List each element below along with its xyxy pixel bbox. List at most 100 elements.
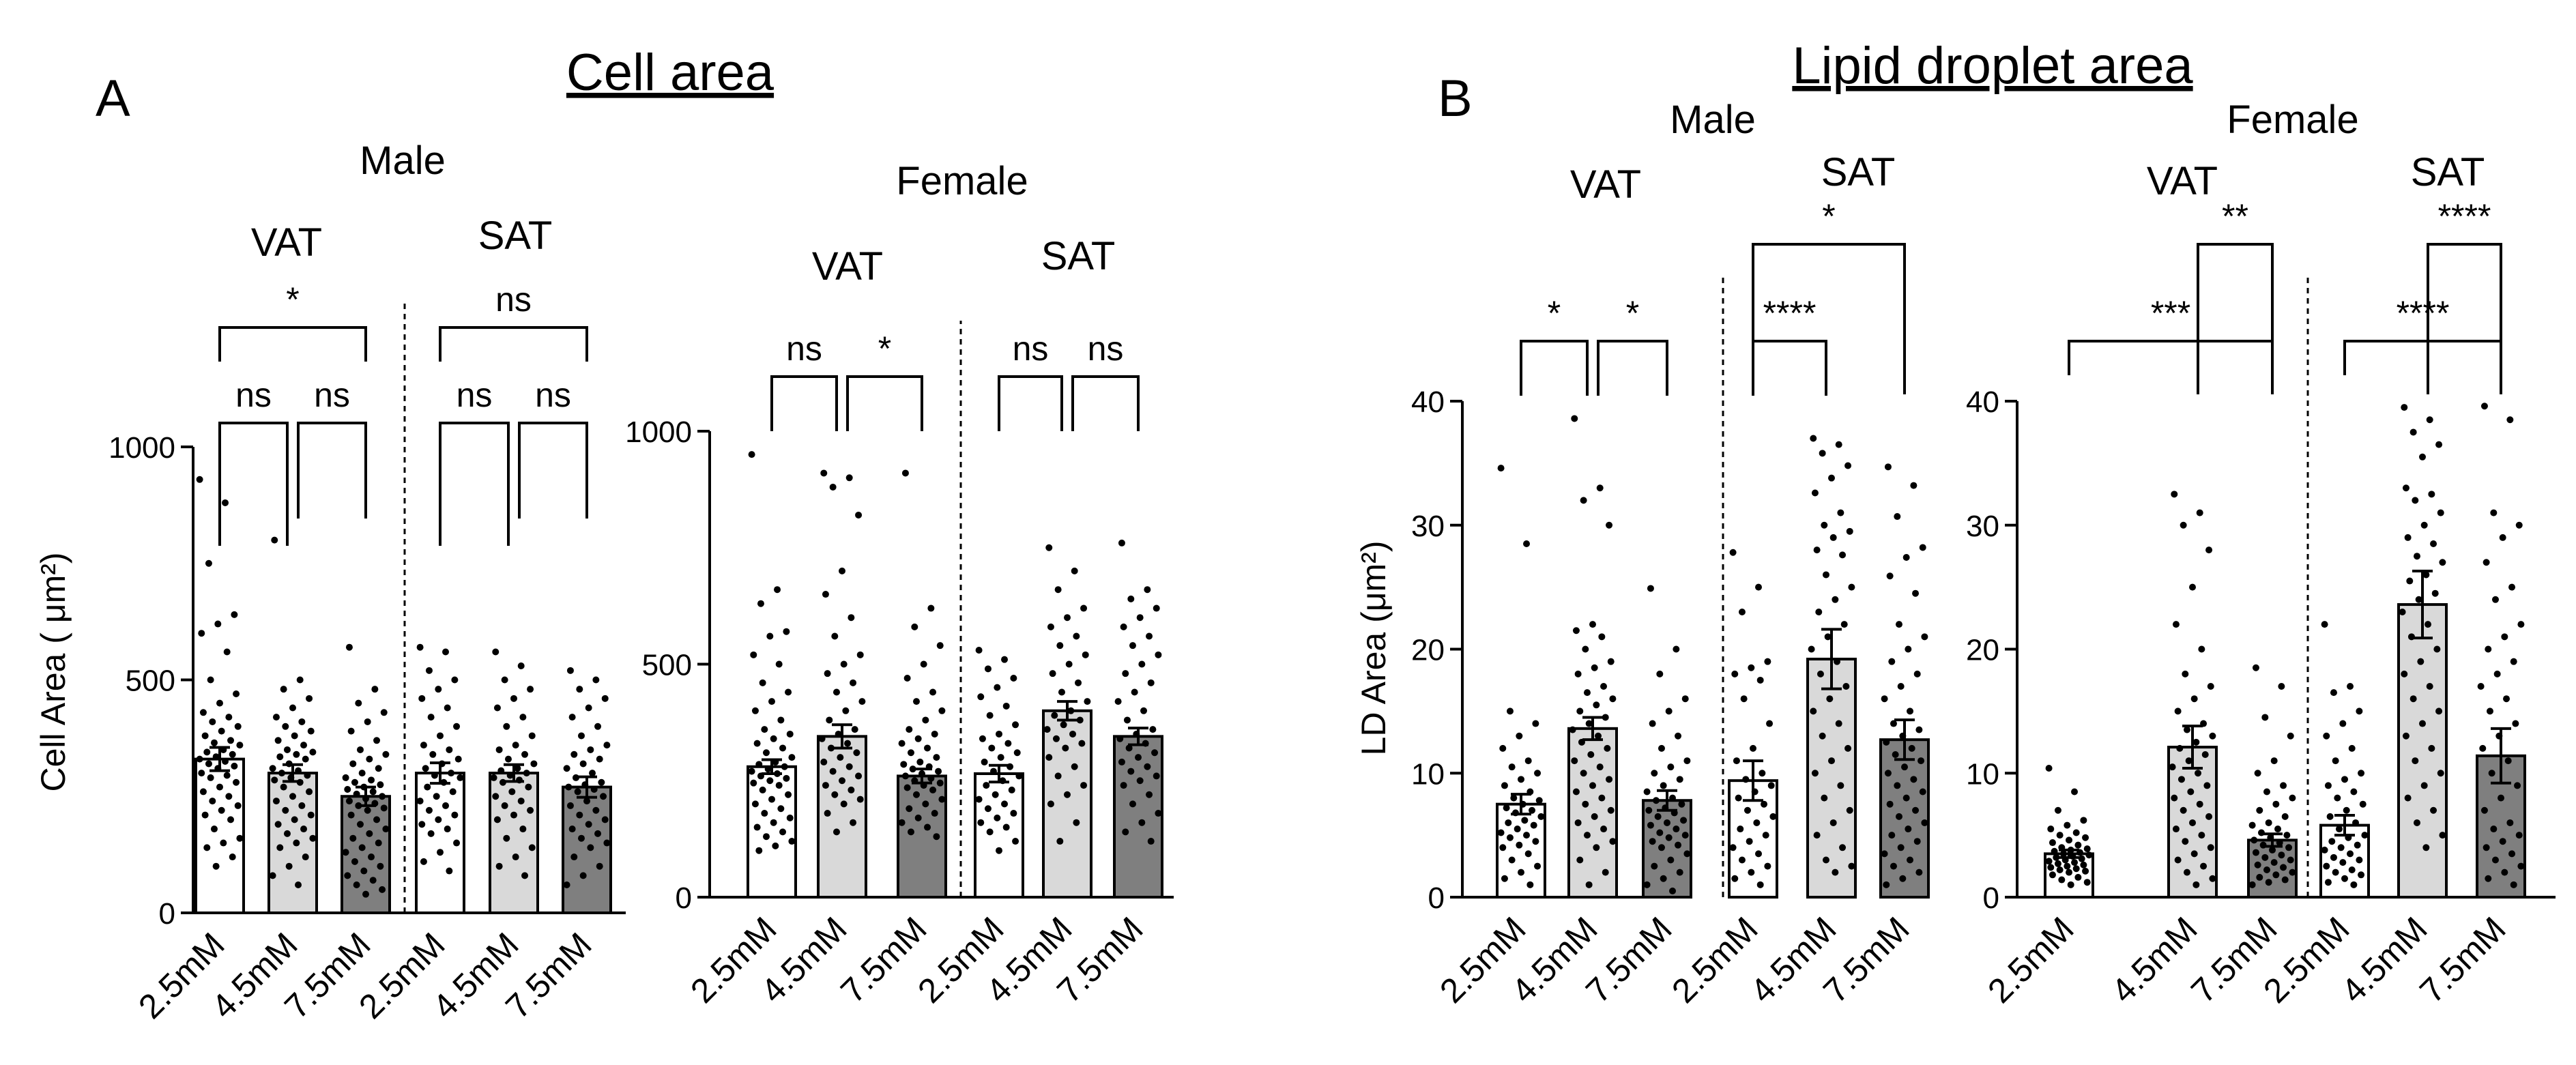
ld_male-data-point bbox=[1846, 527, 1853, 535]
cell_female-data-point bbox=[1065, 660, 1073, 668]
ld_female-data-point bbox=[2067, 881, 2074, 888]
ld_female-data-point bbox=[2174, 707, 2182, 715]
cell_female-data-point bbox=[1049, 670, 1056, 677]
ld_female-data-point bbox=[2190, 850, 2198, 858]
cell_male-data-point bbox=[371, 686, 379, 693]
cell_female-data-point bbox=[1080, 782, 1088, 789]
cell_male-data-point bbox=[380, 709, 388, 716]
ld_male-data-point bbox=[1907, 856, 1914, 864]
ld_female-data-point bbox=[2078, 855, 2085, 862]
cell_female-data-point bbox=[750, 779, 757, 787]
cell_female-data-point bbox=[996, 847, 1002, 854]
cell_male-data-point bbox=[309, 748, 317, 756]
ld_male-data-point bbox=[1667, 856, 1675, 864]
ld_female-data-point bbox=[2491, 856, 2499, 864]
cell_female-data-point bbox=[762, 833, 770, 841]
cell_female-significance-bracket bbox=[846, 375, 923, 431]
ld_male-data-point bbox=[1600, 826, 1608, 833]
cell_female-data-point bbox=[824, 810, 831, 817]
ld_male-data-point bbox=[1902, 794, 1910, 802]
cell_female-data-point bbox=[786, 814, 794, 821]
cell_female-data-point bbox=[914, 735, 922, 742]
cell_female-data-point bbox=[1012, 721, 1019, 729]
ld_male-data-point bbox=[1883, 738, 1890, 746]
ld_male-data-point bbox=[1895, 813, 1902, 820]
ld_male-data-point bbox=[1572, 627, 1580, 634]
cell_female-data-point bbox=[903, 784, 911, 791]
cell_male-data-point bbox=[345, 798, 353, 805]
cell_female-data-point bbox=[761, 726, 768, 733]
cell_male-data-point bbox=[309, 834, 317, 842]
ld_male-data-point bbox=[1607, 806, 1615, 814]
cell_female-data-point bbox=[757, 600, 764, 607]
cell_male-y-tick-label: 1000 bbox=[108, 431, 175, 465]
ld_female-data-point bbox=[2415, 596, 2422, 603]
cell_female-data-point bbox=[907, 828, 914, 836]
cell_female-data-point bbox=[920, 660, 927, 668]
cell_female-significance-label: * bbox=[878, 330, 891, 368]
ld_female-data-point bbox=[2439, 832, 2446, 839]
ld_female-data-point bbox=[2049, 839, 2056, 847]
ld_male-data-point bbox=[1755, 850, 1763, 858]
ld_female-y-tick-label: 40 bbox=[1966, 385, 1999, 419]
ld_male-data-point bbox=[1602, 714, 1609, 721]
cell_female-data-point bbox=[775, 782, 783, 789]
cell_female-data-point bbox=[916, 758, 924, 765]
cell_male-data-point bbox=[345, 643, 353, 651]
cell_male-data-point bbox=[510, 811, 517, 819]
ld_male-data-point bbox=[1654, 813, 1662, 820]
ld_female-data-point bbox=[2172, 621, 2180, 628]
ld_female-data-point bbox=[2488, 770, 2495, 777]
cell_female-data-point bbox=[927, 774, 935, 782]
ld_female-data-point bbox=[2510, 658, 2517, 665]
ld_male-data-point bbox=[1890, 862, 1897, 870]
cell_female-data-point bbox=[1080, 604, 1088, 612]
ld_female-data-point bbox=[2289, 794, 2296, 802]
ld_male-data-point bbox=[1582, 800, 1589, 808]
cell_female-data-point bbox=[748, 451, 755, 458]
ld_male-data-point bbox=[1890, 720, 1897, 727]
cell_female-data-point bbox=[762, 749, 770, 757]
cell_female-data-point bbox=[759, 679, 766, 686]
cell_female-data-point bbox=[994, 684, 1001, 691]
ld_female-data-point bbox=[2321, 846, 2328, 854]
cell_male-data-point bbox=[298, 802, 306, 809]
ld_male-bar bbox=[1496, 802, 1546, 899]
cell_female-y-tick-label: 0 bbox=[676, 881, 692, 915]
ld_female-data-point bbox=[2278, 851, 2285, 859]
ld_female-data-point bbox=[2412, 497, 2419, 504]
cell_male-data-point bbox=[368, 776, 375, 784]
ld_female-data-point bbox=[2280, 864, 2287, 871]
ld_male-data-point bbox=[1829, 534, 1837, 541]
cell_male-data-point bbox=[229, 854, 236, 861]
ld_male-data-point bbox=[1815, 608, 1823, 615]
cell_male-data-point bbox=[358, 770, 366, 777]
cell_male-data-point bbox=[506, 772, 514, 779]
cell_male-data-point bbox=[435, 816, 442, 823]
cell_male-data-point bbox=[300, 742, 308, 749]
cell_male-group-label-sat: SAT bbox=[478, 214, 553, 258]
cell_male-data-point bbox=[442, 648, 450, 656]
cell_female-data-point bbox=[845, 474, 853, 482]
cell_male-data-point bbox=[353, 790, 360, 798]
cell_male-data-point bbox=[574, 788, 581, 796]
cell_female-data-point bbox=[1118, 539, 1125, 546]
ld_male-data-point bbox=[1658, 744, 1665, 752]
cell_female-data-point bbox=[898, 819, 906, 826]
cell_female-data-point bbox=[1060, 721, 1067, 729]
cell_female-data-point bbox=[977, 693, 985, 701]
ld_male-data-point bbox=[1839, 551, 1847, 559]
ld_female-significance-label: *** bbox=[2151, 294, 2190, 332]
cell_male-data-point bbox=[521, 750, 529, 758]
ld_male-y-tick-label: 20 bbox=[1411, 634, 1445, 667]
cell_male-data-point bbox=[576, 686, 583, 693]
cell_female-data-point bbox=[1136, 777, 1144, 785]
cell_male-data-point bbox=[416, 643, 424, 651]
ld_female-data-point bbox=[2185, 757, 2193, 765]
ld_male-data-point bbox=[1647, 821, 1654, 829]
ld_female-data-point bbox=[2401, 670, 2408, 677]
ld_female-data-point bbox=[2490, 826, 2498, 833]
ld_male-data-point bbox=[1762, 832, 1769, 839]
ld_female-data-point bbox=[2356, 856, 2363, 864]
ld_female-data-point bbox=[2404, 794, 2412, 802]
